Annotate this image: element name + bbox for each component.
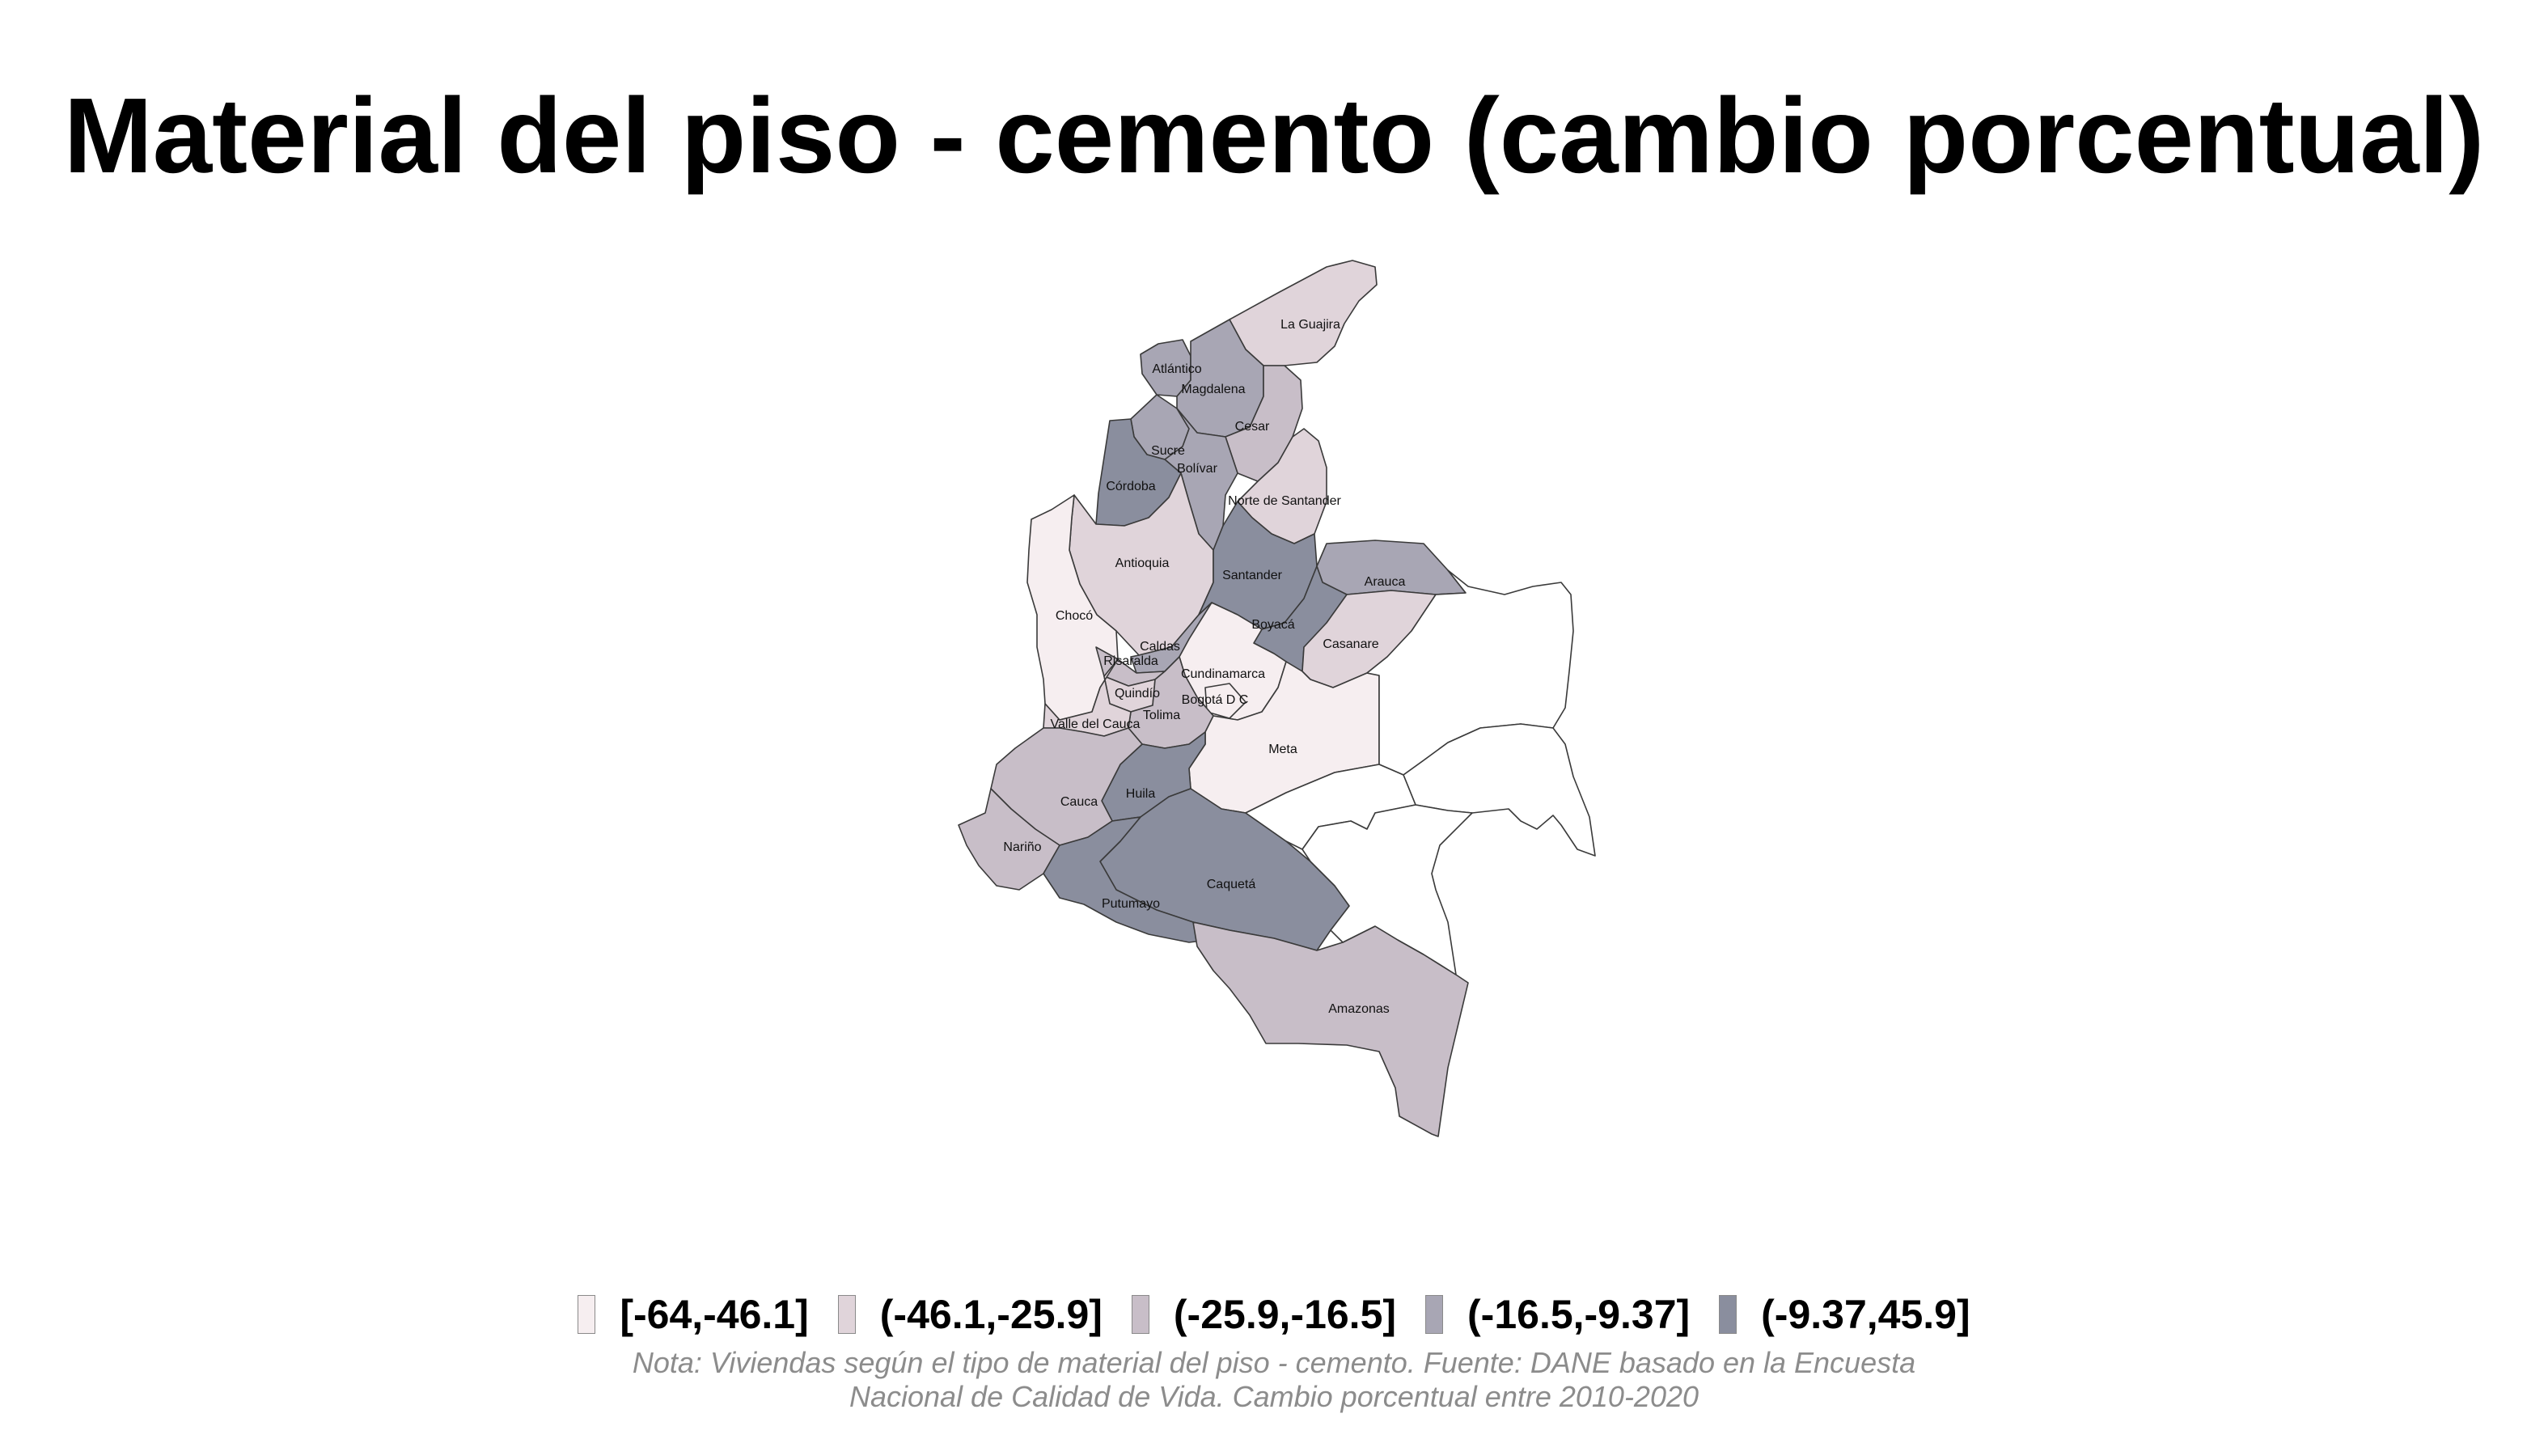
legend-item-2: (-25.9,-16.5] <box>1131 1291 1397 1338</box>
legend-item-0: [-64,-46.1] <box>578 1291 809 1338</box>
legend-item-3: (-16.5,-9.37] <box>1425 1291 1690 1338</box>
legend-item-1: (-46.1,-25.9] <box>837 1291 1103 1338</box>
legend-label-1: (-46.1,-25.9] <box>879 1292 1103 1337</box>
legend-label-2: (-25.9,-16.5] <box>1173 1292 1397 1337</box>
legend-swatch-4 <box>1719 1295 1737 1334</box>
label-tolima: Tolima <box>1143 709 1180 722</box>
caption-line-2: Nacional de Calidad de Vida. Cambio porc… <box>849 1380 1699 1413</box>
label-cundinamarca: Cundinamarca <box>1181 667 1265 681</box>
label-meta: Meta <box>1268 743 1297 756</box>
label-la-guajira: La Guajira <box>1280 318 1340 332</box>
caption-note: Nota: Viviendas según el tipo de materia… <box>0 1346 2548 1414</box>
label-choco: Chocó <box>1056 609 1093 623</box>
legend: [-64,-46.1] (-46.1,-25.9] (-25.9,-16.5] … <box>0 1286 2548 1343</box>
label-arauca: Arauca <box>1365 575 1406 589</box>
label-bolivar: Bolívar <box>1177 462 1217 476</box>
label-boyaca: Boyacá <box>1251 618 1294 632</box>
label-norte-de-santander: Norte de Santander <box>1228 494 1341 508</box>
legend-item-4: (-9.37,45.9] <box>1719 1291 1970 1338</box>
label-atlantico: Atlántico <box>1152 362 1201 376</box>
label-santander: Santander <box>1222 569 1283 582</box>
caption-line-1: Nota: Viviendas según el tipo de materia… <box>632 1346 1916 1379</box>
legend-swatch-2 <box>1131 1295 1149 1334</box>
label-cesar: Cesar <box>1235 420 1270 434</box>
label-caldas: Caldas <box>1140 640 1180 654</box>
department-la-guajira <box>1229 260 1378 366</box>
label-magdalena: Magdalena <box>1181 383 1245 396</box>
label-amazonas: Amazonas <box>1328 1002 1390 1016</box>
label-casanare: Casanare <box>1323 637 1378 651</box>
label-bogota-d-c: Bogotá D C <box>1182 693 1249 707</box>
department-amazonas <box>1192 921 1469 1137</box>
label-valle-del-cauca: Valle del Cauca <box>1051 717 1141 731</box>
department-guainia <box>1403 723 1596 857</box>
label-caqueta: Caquetá <box>1207 878 1256 891</box>
label-huila: Huila <box>1126 787 1156 801</box>
label-risaralda: Risaralda <box>1103 654 1158 668</box>
label-narino: Nariño <box>1003 840 1041 854</box>
legend-swatch-1 <box>837 1295 856 1334</box>
legend-label-3: (-16.5,-9.37] <box>1467 1292 1691 1337</box>
department-vaupes <box>1302 804 1473 976</box>
label-sucre: Sucre <box>1151 444 1185 458</box>
legend-swatch-3 <box>1425 1295 1444 1334</box>
label-antioquia: Antioquia <box>1115 557 1170 570</box>
label-cordoba: Córdoba <box>1106 480 1155 493</box>
label-putumayo: Putumayo <box>1102 897 1160 911</box>
label-cauca: Cauca <box>1060 795 1098 809</box>
departments-layer <box>958 260 1596 1137</box>
map-title: Material del piso - cemento (cambio porc… <box>63 76 2485 195</box>
label-quindio: Quindío <box>1115 687 1160 700</box>
labels-layer: La Guajira Atlántico Magdalena Cesar Sucre Bo… <box>1003 318 1405 1016</box>
legend-label-4: (-9.37,45.9] <box>1761 1292 1970 1337</box>
legend-swatch-0 <box>578 1295 596 1334</box>
legend-label-0: [-64,-46.1] <box>620 1292 809 1337</box>
